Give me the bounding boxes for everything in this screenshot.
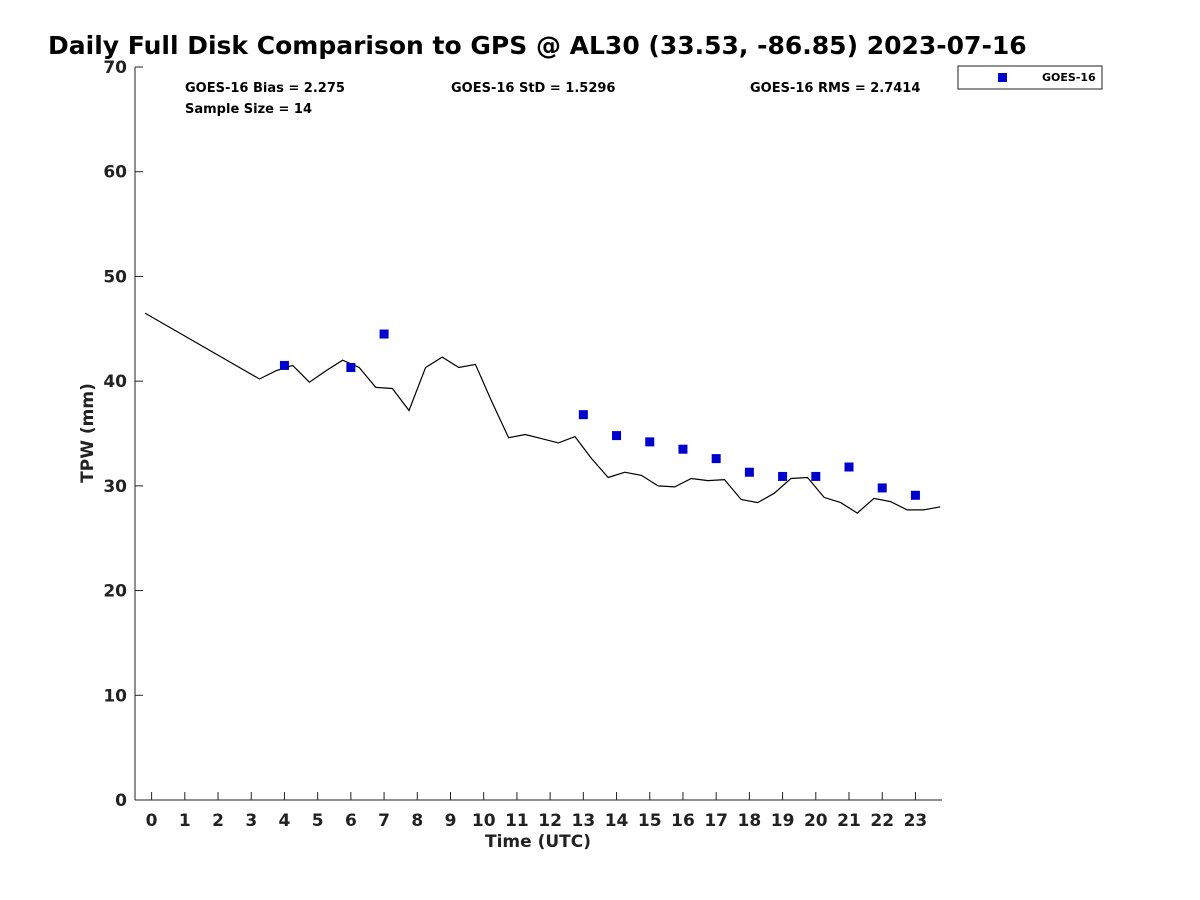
x-tick-label: 22 xyxy=(870,811,894,831)
goes16-point xyxy=(744,467,754,477)
stat-rms: GOES-16 RMS = 2.7414 xyxy=(750,81,920,96)
x-tick-label: 18 xyxy=(738,811,762,831)
legend-label-goes16: GOES-16 xyxy=(1042,71,1096,84)
goes16-point xyxy=(279,360,289,370)
x-tick-label: 5 xyxy=(312,811,324,831)
y-tick-label: 70 xyxy=(103,58,127,78)
goes16-point xyxy=(578,410,588,420)
x-tick-label: 21 xyxy=(837,811,861,831)
goes16-point xyxy=(379,329,389,339)
goes16-point xyxy=(811,471,821,481)
plot-area xyxy=(144,312,941,514)
x-tick-label: 4 xyxy=(279,811,291,831)
x-tick-label: 8 xyxy=(411,811,423,831)
goes16-point xyxy=(711,454,721,464)
x-tick-label: 3 xyxy=(245,811,257,831)
stat-bias: GOES-16 Bias = 2.275 xyxy=(185,81,345,96)
y-tick-label: 60 xyxy=(103,163,127,183)
legend: GOES-16 xyxy=(957,65,1103,90)
gps-tpw-line xyxy=(144,312,941,514)
y-tick-label: 30 xyxy=(103,477,127,497)
x-tick-label: 9 xyxy=(445,811,457,831)
goes16-point xyxy=(678,444,688,454)
chart-title: Daily Full Disk Comparison to GPS @ AL30… xyxy=(48,31,1027,60)
x-tick-label: 2 xyxy=(212,811,224,831)
x-tick-label: 6 xyxy=(345,811,357,831)
goes16-point xyxy=(877,483,887,493)
goes16-point xyxy=(645,437,655,447)
y-tick-label: 20 xyxy=(103,582,127,602)
x-tick-label: 20 xyxy=(804,811,828,831)
y-axis-label: TPW (mm) xyxy=(78,383,98,483)
x-tick-label: 13 xyxy=(571,811,595,831)
y-tick-label: 40 xyxy=(103,372,127,392)
x-ticks: 0 1 2 3 4 5 6 7 8 9 10 11 12 13 14 15 16 17 18 19 20 21 22 23 xyxy=(146,792,928,831)
x-tick-label: 1 xyxy=(179,811,191,831)
stat-std: GOES-16 StD = 1.5296 xyxy=(451,81,615,96)
x-tick-label: 10 xyxy=(472,811,496,831)
plot-axes xyxy=(134,67,942,801)
x-tick-label: 11 xyxy=(505,811,529,831)
goes16-point xyxy=(612,431,622,441)
goes16-point xyxy=(844,462,854,472)
y-tick-label: 10 xyxy=(103,686,127,706)
stats-block: GOES-16 Bias = 2.275 GOES-16 StD = 1.529… xyxy=(185,81,920,117)
y-ticks: 0 10 20 30 40 50 60 70 xyxy=(103,58,143,811)
x-axis-label: Time (UTC) xyxy=(485,832,591,852)
x-tick-label: 16 xyxy=(671,811,695,831)
y-tick-label: 0 xyxy=(115,791,127,811)
y-tick-label: 50 xyxy=(103,267,127,287)
x-tick-label: 14 xyxy=(605,811,629,831)
x-tick-label: 12 xyxy=(538,811,562,831)
x-tick-label: 0 xyxy=(146,811,158,831)
x-tick-label: 7 xyxy=(378,811,390,831)
stat-sample-size: Sample Size = 14 xyxy=(185,102,312,117)
legend-box xyxy=(957,65,1103,90)
x-tick-label: 15 xyxy=(638,811,662,831)
x-tick-label: 17 xyxy=(704,811,728,831)
goes16-point xyxy=(346,363,356,373)
x-tick-label: 19 xyxy=(771,811,795,831)
goes16-point xyxy=(910,490,920,500)
legend-marker-goes16 xyxy=(998,73,1007,82)
x-tick-label: 23 xyxy=(904,811,928,831)
goes16-point xyxy=(778,471,788,481)
